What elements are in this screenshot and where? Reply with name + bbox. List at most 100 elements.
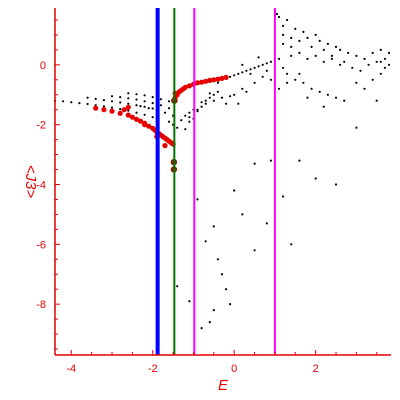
data-point-series-0 [167,120,171,123]
data-point-series-0 [216,90,219,93]
data-point-series-0 [253,66,256,69]
data-point-series-0 [204,99,207,102]
data-point-series-0 [379,72,382,75]
data-point-series-0 [334,183,338,186]
data-point-series-0 [78,102,81,105]
data-point-series-0 [143,113,146,116]
data-point-series-0 [322,48,325,52]
data-point-series-1 [182,84,188,90]
data-point-series-1 [133,116,140,122]
data-point-series-1 [109,108,115,114]
data-point-series-0 [110,106,114,109]
data-point-series-0 [379,60,382,63]
data-point-series-1 [215,76,221,82]
data-point-series-0 [249,68,252,71]
data-point-series-0 [286,72,289,75]
data-point-series-0 [253,249,256,252]
data-point-series-0 [237,72,240,75]
data-point-series-0 [233,189,236,192]
data-point-series-0 [212,309,215,312]
data-point-series-0 [188,116,191,119]
data-point-series-0 [290,54,293,58]
data-point-series-0 [298,72,301,75]
data-point-series-0 [86,96,89,99]
data-point-series-0 [127,109,130,112]
data-point-series-1 [129,114,135,120]
points-layer [53,9,391,330]
x-tick-label: -2 [148,363,158,375]
data-point-series-0 [277,87,281,90]
data-point-series-0 [212,99,215,102]
data-point-series-0 [229,75,232,78]
data-point-series-0 [298,159,301,162]
data-point-series-0 [62,100,65,103]
data-point-series-0 [322,60,325,63]
data-point-series-1 [137,118,144,124]
data-point-series-0 [286,81,289,84]
data-point-series-0 [135,111,138,114]
data-point-series-0 [188,120,191,123]
data-point-series-0 [334,96,338,99]
data-point-series-0 [326,93,329,96]
data-point-series-0 [102,99,105,102]
data-point-series-0 [200,105,203,108]
data-point-series-0 [225,102,228,105]
data-point-series-1 [162,143,168,149]
data-point-series-0 [110,100,114,103]
data-point-series-0 [241,213,244,216]
data-point-series-0 [135,104,138,107]
data-point-series-0 [188,300,191,303]
x-tick-label: 2 [313,363,319,375]
data-point-series-0 [180,119,183,122]
data-point-series-1 [101,107,107,113]
data-point-series-0 [229,95,232,98]
data-point-series-0 [265,69,268,72]
data-point-series-0 [212,93,215,96]
data-point-series-0 [200,101,203,104]
data-point-series-0 [363,87,366,90]
data-point-series-0 [343,99,346,102]
data-point-series-0 [212,225,215,228]
data-point-series-0 [70,101,73,104]
data-point-series-0 [339,63,342,66]
data-point-series-1 [146,123,152,129]
data-point-series-0 [167,100,171,103]
data-point-series-0 [233,93,236,96]
data-point-series-0 [159,98,162,101]
x-tick-label: 0 [231,363,237,375]
data-point-series-0 [302,81,305,84]
data-point-series-0 [347,51,350,55]
data-point-series-0 [367,63,370,66]
data-point-series-1 [142,122,148,128]
data-point-series-1 [194,80,201,86]
data-point-series-0 [196,110,199,113]
data-point-series-0 [253,81,256,84]
data-point-series-0 [282,195,285,198]
data-point-series-1 [207,77,213,83]
y-tick-label: -8 [36,299,46,311]
data-point-series-0 [204,240,207,243]
data-point-series-0 [310,87,313,90]
data-point-series-0 [298,51,301,55]
data-point-series-1 [211,77,217,83]
data-point-series-0 [151,102,154,105]
data-point-series-0 [387,51,391,55]
data-point-series-0 [241,71,244,74]
data-point-series-0 [302,30,305,33]
data-point-series-0 [334,45,338,49]
data-point-series-0 [314,33,317,37]
ticks-layer: -4 -2 0 2 0 -2 -4 -6 -8 [36,19,378,375]
data-point-series-0 [275,12,279,16]
x-tick-label: -4 [66,363,76,375]
data-point-series-0 [147,107,150,110]
data-point-series-0 [383,57,386,61]
data-point-series-0 [151,107,154,110]
data-point-series-0 [253,162,256,165]
data-point-series-0 [216,81,219,84]
data-point-series-1 [219,75,225,81]
y-tick-label: 0 [40,60,46,72]
data-point-series-0 [159,104,162,107]
data-point-series-0 [139,105,142,108]
data-point-series-0 [225,288,228,291]
